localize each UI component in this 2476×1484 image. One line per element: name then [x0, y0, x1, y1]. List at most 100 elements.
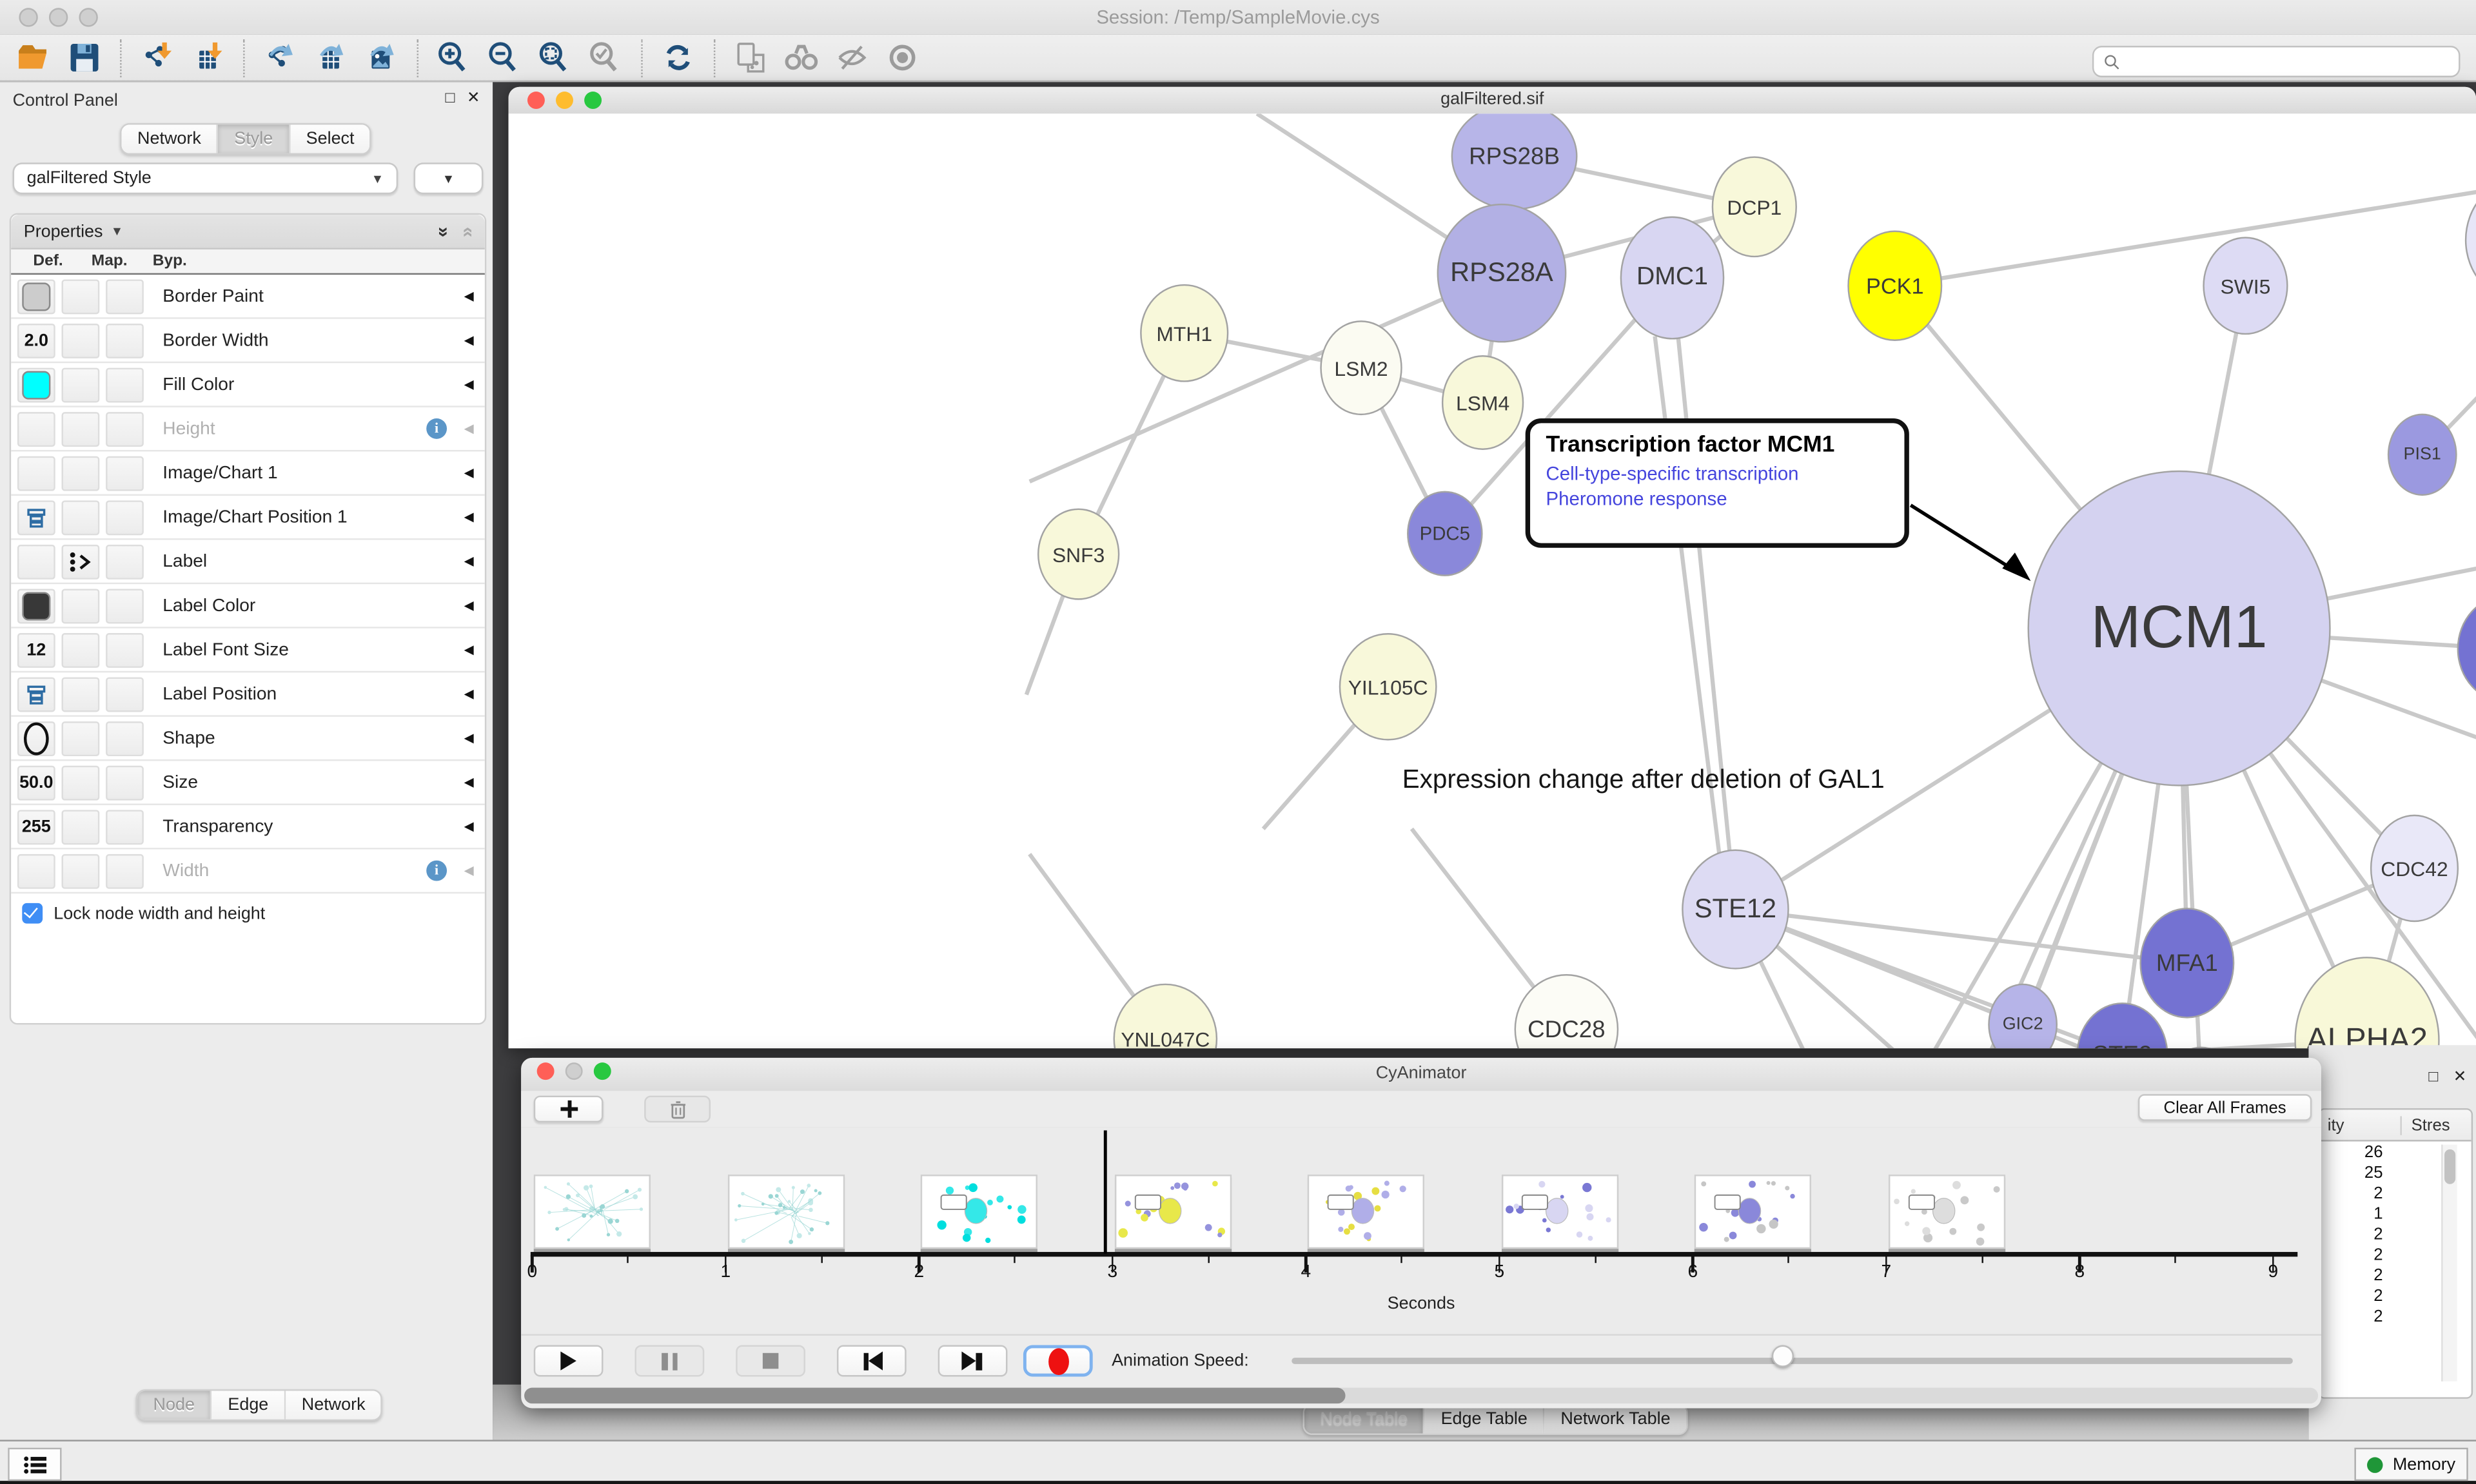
- tab-style[interactable]: Style: [218, 124, 291, 153]
- default-value-cell[interactable]: 255: [17, 809, 55, 844]
- zoom-fit-icon[interactable]: [534, 37, 575, 79]
- network-window-titlebar[interactable]: galFiltered.sif: [508, 86, 2476, 115]
- expand-row-icon[interactable]: ◀: [464, 333, 474, 347]
- mapping-value-cell[interactable]: [61, 278, 100, 314]
- refresh-layout-icon[interactable]: [657, 37, 698, 79]
- graph-node-cdc42[interactable]: CDC42: [2370, 814, 2459, 923]
- stop-button[interactable]: [736, 1345, 805, 1377]
- graph-node-mcm1[interactable]: MCM1: [2027, 470, 2331, 786]
- table-row[interactable]: 2: [2320, 1305, 2471, 1326]
- float-panel-icon[interactable]: □: [2428, 1068, 2439, 1086]
- expand-row-icon[interactable]: ◀: [464, 730, 474, 745]
- graph-node-pis1[interactable]: PIS1: [2387, 413, 2457, 496]
- property-row-label-color[interactable]: Label Color ◀: [11, 584, 485, 629]
- property-row-label-font-size[interactable]: 12 Label Font Size ◀: [11, 629, 485, 673]
- export-table-icon[interactable]: [310, 37, 351, 79]
- position-icon[interactable]: [17, 500, 55, 534]
- graph-node-swi5[interactable]: SWI5: [2203, 237, 2288, 335]
- lock-size-checkbox[interactable]: [22, 903, 43, 924]
- default-value-cell[interactable]: [17, 543, 55, 579]
- discrete-mapping-icon[interactable]: [61, 543, 100, 579]
- info-icon[interactable]: i: [426, 860, 447, 881]
- bypass-value-cell[interactable]: [106, 765, 144, 800]
- properties-header[interactable]: Properties ▼ » »: [11, 215, 485, 249]
- property-row-size[interactable]: 50.0 Size ◀: [11, 761, 485, 805]
- tab-network-table[interactable]: Network Table: [1544, 1405, 1687, 1434]
- default-value-cell[interactable]: [17, 455, 55, 491]
- export-image-icon[interactable]: [360, 37, 401, 79]
- bypass-value-cell[interactable]: [106, 322, 144, 358]
- expand-row-icon[interactable]: ◀: [464, 687, 474, 701]
- expand-row-icon[interactable]: ◀: [464, 510, 474, 525]
- default-value-cell[interactable]: [17, 588, 55, 623]
- close-window-icon[interactable]: [527, 92, 545, 109]
- tab-network[interactable]: Network: [121, 124, 219, 153]
- tab-network[interactable]: Network: [286, 1391, 382, 1420]
- expand-row-icon[interactable]: ◀: [464, 465, 474, 480]
- graph-node-lsm2[interactable]: LSM2: [1320, 320, 1402, 416]
- go-to-start-button[interactable]: [836, 1345, 907, 1377]
- network-canvas[interactable]: RPS28BRPS28ADMC1DCP1PCK1SWI5GAL80GAL11ST…: [508, 113, 2476, 1049]
- ellipse-icon[interactable]: [17, 720, 55, 756]
- hide-icon[interactable]: [830, 37, 872, 79]
- timeline-frame-thumbnail[interactable]: [533, 1175, 651, 1249]
- minimize-window-icon[interactable]: [556, 92, 573, 109]
- property-row-height[interactable]: Height i ◀: [11, 407, 485, 452]
- bypass-value-cell[interactable]: [106, 720, 144, 756]
- expand-row-icon[interactable]: ◀: [464, 863, 474, 878]
- property-row-transparency[interactable]: 255 Transparency ◀: [11, 805, 485, 850]
- expand-row-icon[interactable]: ◀: [464, 421, 474, 436]
- property-row-border-width[interactable]: 2.0 Border Width ◀: [11, 319, 485, 364]
- expand-row-icon[interactable]: ◀: [464, 289, 474, 304]
- import-table-icon[interactable]: [186, 37, 228, 79]
- zoom-selected-icon[interactable]: [584, 37, 625, 79]
- default-value-cell[interactable]: 12: [17, 632, 55, 667]
- scrollbar-thumb[interactable]: [524, 1387, 1346, 1404]
- property-row-fill-color[interactable]: Fill Color ◀: [11, 363, 485, 407]
- bypass-value-cell[interactable]: [106, 632, 144, 667]
- mapping-value-cell[interactable]: [61, 632, 100, 667]
- play-button[interactable]: [533, 1345, 604, 1377]
- bypass-value-cell[interactable]: [106, 278, 144, 314]
- pause-button[interactable]: [634, 1345, 705, 1377]
- graph-node-ste12[interactable]: STE12: [1682, 849, 1789, 970]
- mapping-value-cell[interactable]: [61, 322, 100, 358]
- graph-node-gic2[interactable]: GIC2: [1988, 983, 2058, 1049]
- duplicate-network-icon[interactable]: [729, 37, 771, 79]
- bypass-value-cell[interactable]: [106, 455, 144, 491]
- graph-node-rps28a[interactable]: RPS28A: [1437, 203, 1567, 343]
- default-value-cell[interactable]: [17, 367, 55, 402]
- property-row-image-chart-position-1[interactable]: Image/Chart Position 1 ◀: [11, 496, 485, 540]
- save-session-icon[interactable]: [63, 37, 104, 79]
- table-row[interactable]: 2: [2320, 1182, 2471, 1203]
- table-row[interactable]: 2: [2320, 1285, 2471, 1305]
- tab-node[interactable]: Node: [137, 1391, 212, 1420]
- property-row-label[interactable]: Label ◀: [11, 540, 485, 585]
- style-options-button[interactable]: ▼: [413, 162, 484, 195]
- graph-node-ynl047c[interactable]: YNL047C: [1113, 983, 1218, 1049]
- default-value-cell[interactable]: 50.0: [17, 765, 55, 800]
- expand-row-icon[interactable]: ◀: [464, 377, 474, 392]
- default-value-cell[interactable]: [17, 278, 55, 314]
- column-header[interactable]: Stres: [2411, 1115, 2450, 1135]
- collapse-all-icon[interactable]: »: [455, 226, 478, 237]
- maximize-window-icon[interactable]: [584, 92, 602, 109]
- export-network-icon[interactable]: [259, 37, 300, 79]
- property-row-label-position[interactable]: Label Position ◀: [11, 672, 485, 717]
- mapping-value-cell[interactable]: [61, 367, 100, 402]
- expand-row-icon[interactable]: ◀: [464, 642, 474, 657]
- tab-edge-table[interactable]: Edge Table: [1425, 1405, 1545, 1434]
- cyanimator-timeline[interactable]: 0 1 2 3 4 5 6 7 8 9 Seconds: [521, 1127, 2322, 1334]
- table-row[interactable]: 25: [2320, 1162, 2471, 1182]
- graph-node-pdc5[interactable]: PDC5: [1407, 491, 1483, 576]
- bypass-value-cell[interactable]: [106, 543, 144, 579]
- cyanimator-titlebar[interactable]: CyAnimator: [521, 1057, 2322, 1093]
- minimize-window-icon[interactable]: [565, 1062, 583, 1080]
- info-icon[interactable]: i: [426, 418, 447, 439]
- tab-edge[interactable]: Edge: [211, 1391, 286, 1420]
- annotation-link[interactable]: Cell-type-specific transcription: [1546, 462, 1799, 485]
- expand-row-icon[interactable]: ◀: [464, 554, 474, 569]
- position-icon[interactable]: [17, 676, 55, 712]
- memory-button[interactable]: Memory: [2355, 1447, 2468, 1481]
- style-selector-dropdown[interactable]: galFiltered Style ▼: [12, 162, 398, 195]
